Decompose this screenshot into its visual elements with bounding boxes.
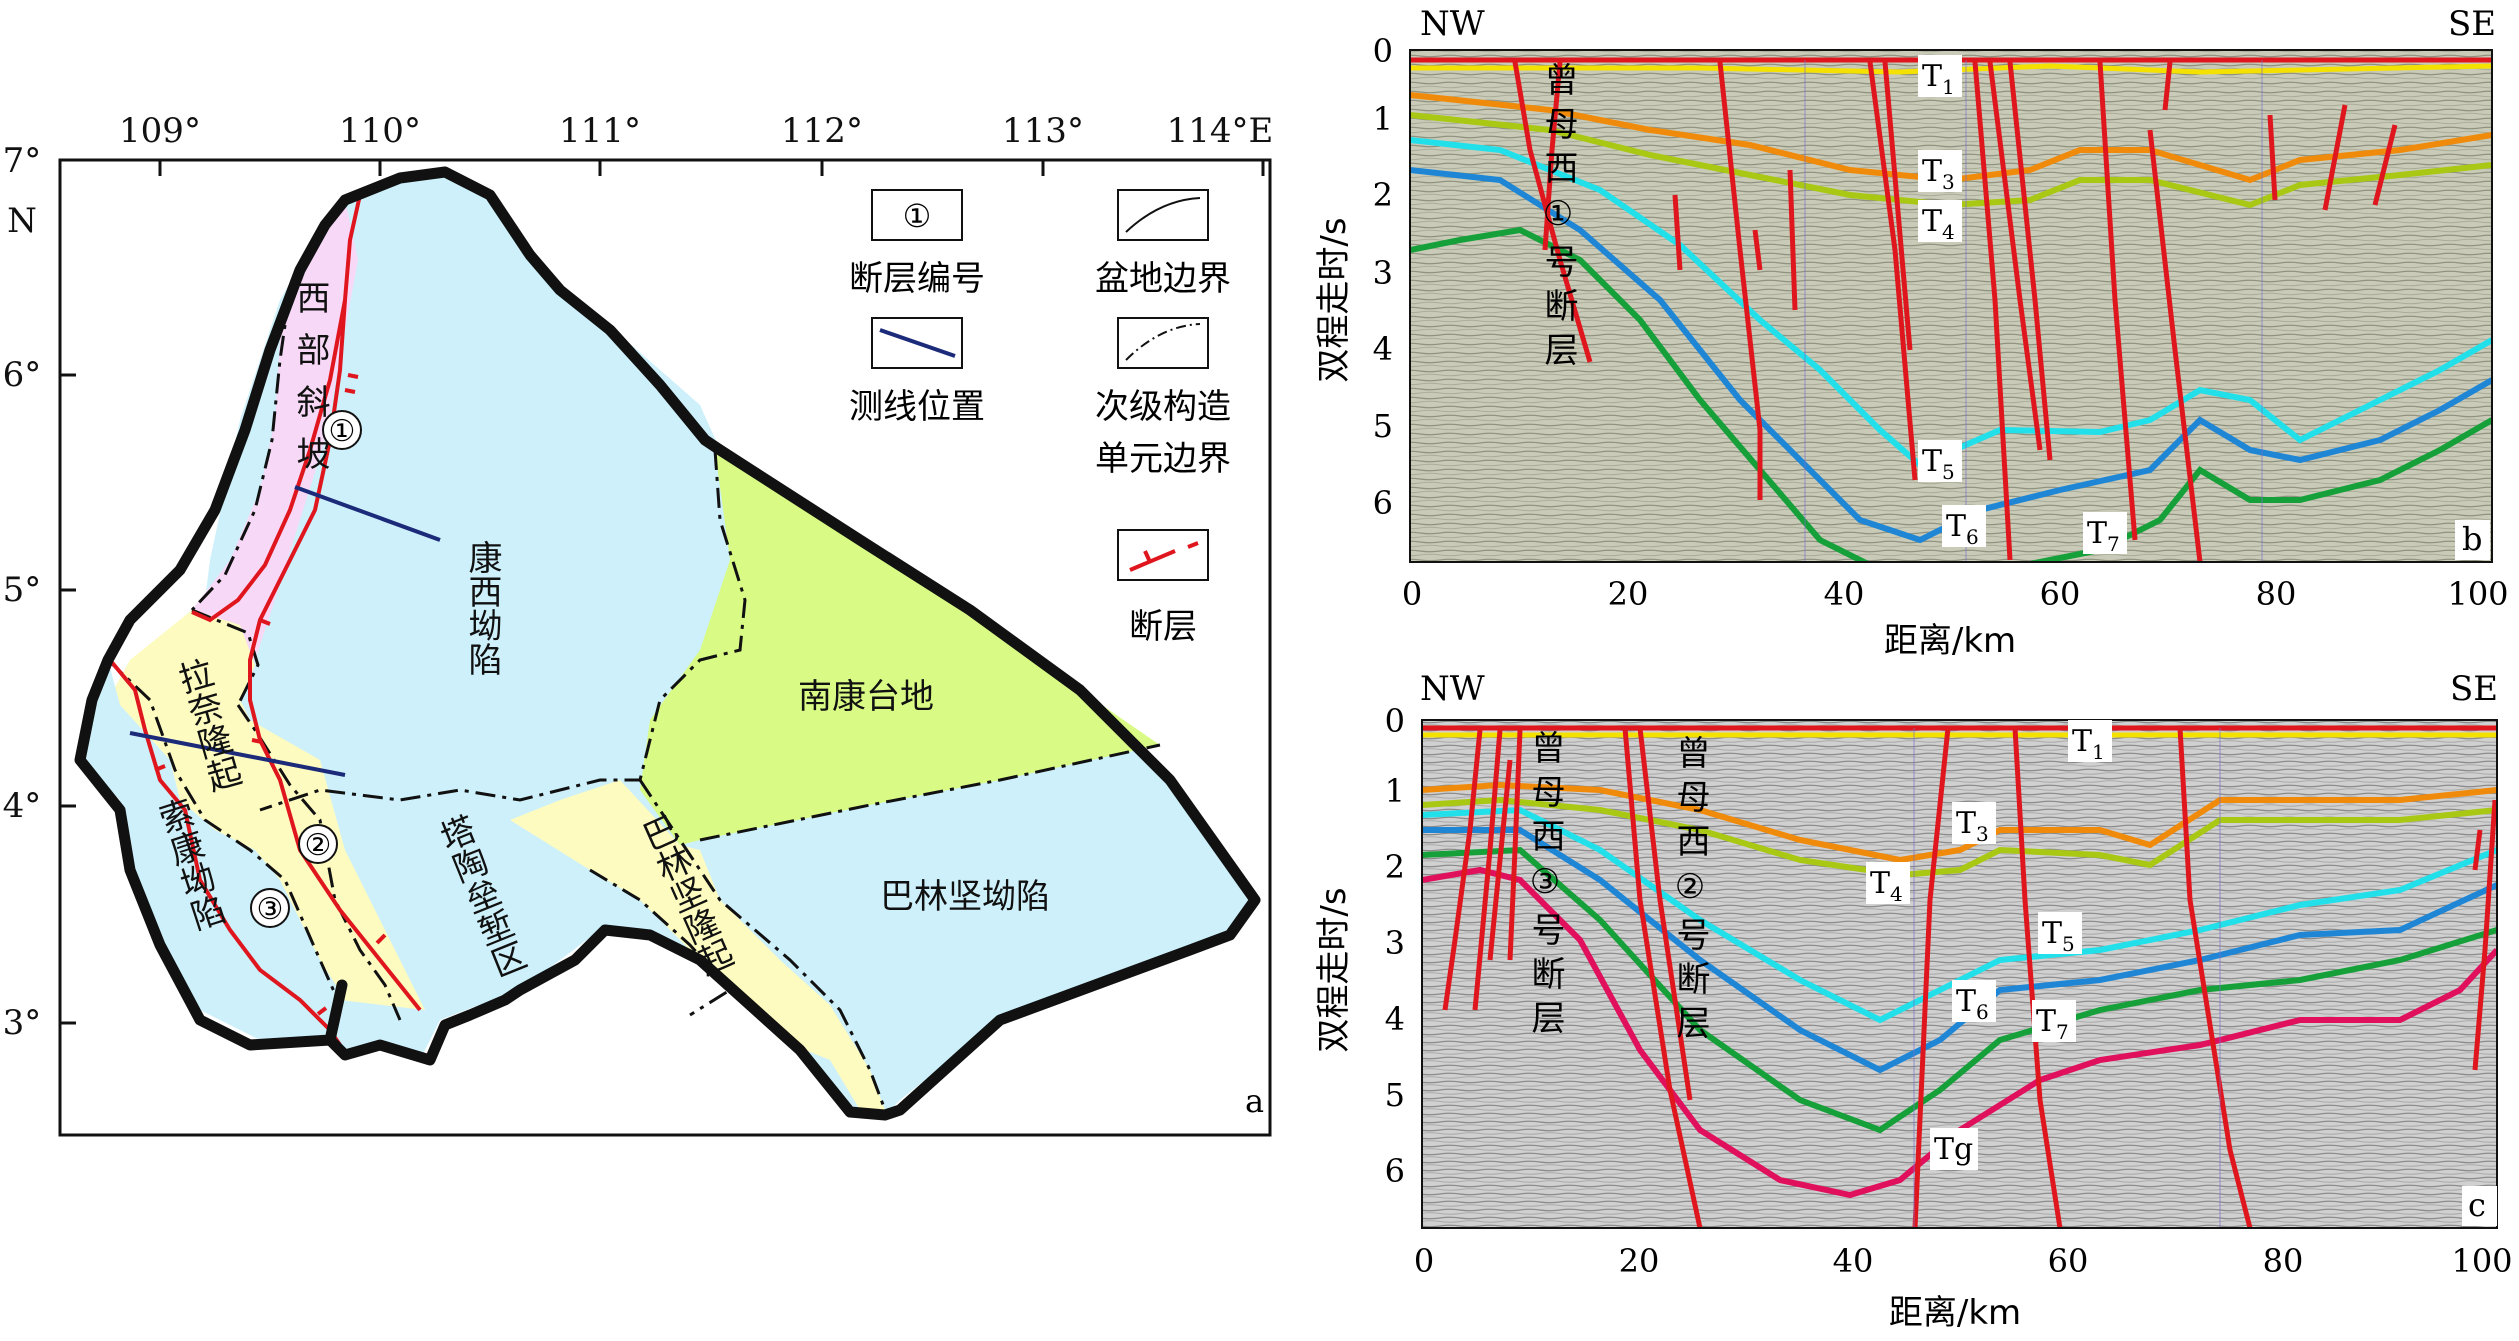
map-lat-labels: 7° N 6° 5° 4° 3° bbox=[3, 141, 42, 1043]
section-b-panel: T1 T3 T4 T5 T6 T7 b 曾母西①号断层 NW SE 0 1 2 … bbox=[1314, 4, 2509, 661]
b-ytick-1: 1 bbox=[1373, 100, 1393, 138]
lat-label-4: 4° bbox=[3, 786, 42, 826]
c-ytick-0: 0 bbox=[1385, 702, 1405, 740]
legend-fault-no-label: 断层编号 bbox=[849, 259, 985, 299]
c-ytick-2: 2 bbox=[1385, 848, 1405, 886]
panel-a-label: a bbox=[1245, 1082, 1264, 1120]
c-ytick-5: 5 bbox=[1385, 1076, 1405, 1114]
panel-c-label: c bbox=[2468, 1186, 2486, 1224]
panel-b-label: b bbox=[2462, 520, 2482, 558]
c-label-Tg: Tg bbox=[1934, 1132, 1973, 1167]
b-xtick-80: 80 bbox=[2256, 575, 2297, 613]
map-lon-labels: 109° 110° 111° 112° 113° 114°E bbox=[119, 111, 1273, 151]
c-ytick-3: 3 bbox=[1385, 924, 1405, 962]
b-y-axis-label: 双程走时/s bbox=[1314, 217, 1354, 382]
c-ytick-6: 6 bbox=[1385, 1152, 1405, 1190]
c-fault-label-2: 曾母西②号断层 bbox=[1670, 735, 1710, 1049]
c-x-ticks: 0 20 40 60 80 100 bbox=[1414, 1242, 2513, 1280]
b-x-axis-label: 距离/km bbox=[1884, 621, 2016, 661]
lat-label-3: 3° bbox=[3, 1003, 42, 1043]
b-ytick-6: 6 bbox=[1373, 484, 1393, 522]
legend-secondary-label-1: 次级构造 bbox=[1095, 387, 1231, 427]
lon-label-109: 109° bbox=[119, 111, 201, 151]
c-xtick-40: 40 bbox=[1833, 1242, 1874, 1280]
c-y-axis-label: 双程走时/s bbox=[1314, 887, 1354, 1052]
b-ytick-2: 2 bbox=[1373, 176, 1393, 214]
c-x-axis-label: 距离/km bbox=[1889, 1293, 2021, 1333]
b-dir-nw: NW bbox=[1420, 4, 1485, 44]
fault-marker-1-label: ① bbox=[329, 414, 356, 449]
unit-kangxi-vertical: 康西坳陷 bbox=[462, 540, 502, 676]
section-c-panel: T1 T3 T4 T5 T6 T7 Tg c 曾母西③号断层 曾母西②号断层 N… bbox=[1314, 669, 2513, 1333]
legend-profile-label: 测线位置 bbox=[849, 387, 985, 427]
fault-marker-3-label: ③ bbox=[257, 892, 284, 927]
b-ytick-4: 4 bbox=[1373, 330, 1393, 368]
legend-basin-boundary-label: 盆地边界 bbox=[1095, 259, 1231, 299]
lat-label-7: 7° bbox=[3, 141, 42, 181]
c-dir-nw: NW bbox=[1420, 669, 1485, 709]
b-xtick-100: 100 bbox=[2447, 575, 2508, 613]
lon-label-111: 111° bbox=[559, 111, 641, 151]
c-ytick-1: 1 bbox=[1385, 772, 1405, 810]
b-xtick-60: 60 bbox=[2040, 575, 2081, 613]
c-fault-label-3: 曾母西③号断层 bbox=[1525, 730, 1565, 1044]
fault-marker-2-label: ② bbox=[305, 828, 332, 863]
c-xtick-100: 100 bbox=[2451, 1242, 2512, 1280]
b-xtick-40: 40 bbox=[1824, 575, 1865, 613]
b-x-ticks: 0 20 40 60 80 100 bbox=[1402, 575, 2509, 613]
b-ytick-5: 5 bbox=[1373, 407, 1393, 445]
b-dir-se: SE bbox=[2448, 4, 2496, 44]
map-panel: 109° 110° 111° 112° 113° 114°E 7° N 6° 5… bbox=[0, 0, 1273, 1135]
b-xtick-20: 20 bbox=[1608, 575, 1649, 613]
legend-secondary-label-2: 单元边界 bbox=[1095, 439, 1231, 479]
b-ytick-0: 0 bbox=[1373, 32, 1393, 70]
unit-west-slope: 西部斜坡 bbox=[290, 280, 330, 488]
lat-unit: N bbox=[7, 201, 37, 241]
c-xtick-80: 80 bbox=[2263, 1242, 2304, 1280]
c-y-ticks: 0 1 2 3 4 5 6 bbox=[1385, 702, 1405, 1190]
legend-fault-no-symbol: ① bbox=[903, 197, 932, 235]
legend-box-secondary bbox=[1118, 318, 1208, 368]
b-y-ticks: 0 1 2 3 4 5 6 bbox=[1373, 32, 1393, 522]
lon-label-113: 113° bbox=[1002, 111, 1084, 151]
c-xtick-60: 60 bbox=[2048, 1242, 2089, 1280]
b-xtick-0: 0 bbox=[1402, 575, 1422, 613]
unit-nankang: 南康台地 bbox=[798, 677, 934, 717]
b-fault-label: 曾母西①号断层 bbox=[1538, 62, 1578, 376]
c-xtick-0: 0 bbox=[1414, 1242, 1434, 1280]
c-dir-se: SE bbox=[2450, 669, 2498, 709]
lat-label-6: 6° bbox=[3, 355, 42, 395]
lat-label-5: 5° bbox=[3, 570, 42, 610]
c-xtick-20: 20 bbox=[1619, 1242, 1660, 1280]
unit-balinjian-dep: 巴林坚坳陷 bbox=[880, 877, 1050, 917]
lon-label-110: 110° bbox=[339, 111, 421, 151]
legend-fault-label: 断层 bbox=[1129, 607, 1197, 647]
lon-label-114: 114°E bbox=[1167, 111, 1274, 151]
b-ytick-3: 3 bbox=[1373, 254, 1393, 292]
lon-label-112: 112° bbox=[781, 111, 863, 151]
c-ytick-4: 4 bbox=[1385, 1000, 1405, 1038]
